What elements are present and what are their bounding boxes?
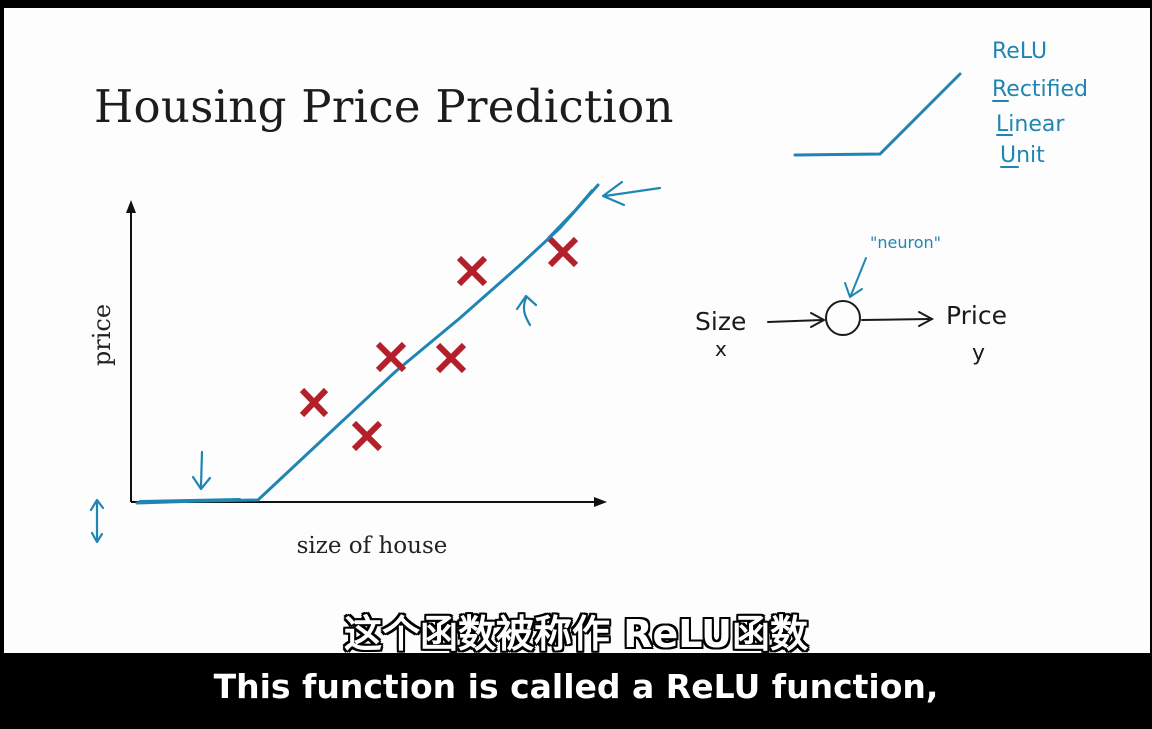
neuron-diagram: "neuron" Size x Price y — [695, 233, 1007, 366]
up-arrow-icon — [515, 294, 538, 327]
output-label: Price — [946, 301, 1007, 330]
updown-arrow-icon — [89, 498, 105, 544]
neuron-label: "neuron" — [870, 233, 941, 252]
relu-fit-line — [135, 183, 600, 505]
y-axis-label: price — [88, 304, 116, 366]
plot-axes — [126, 200, 607, 507]
relu-line-2: Rectified — [992, 77, 1088, 102]
down-arrow-icon — [191, 450, 212, 491]
neuron-pointer-arrow-icon — [844, 257, 867, 299]
relu-line-1: ReLU — [992, 39, 1047, 64]
x-axis-label: size of house — [297, 533, 448, 559]
x-mark-icon — [375, 341, 407, 373]
relu-sketch — [793, 72, 962, 157]
output-var: y — [972, 341, 985, 366]
data-points — [299, 236, 579, 452]
y-axis-arrowhead-icon — [126, 200, 136, 213]
x-mark-icon — [547, 236, 579, 268]
x-axis-arrowhead-icon — [594, 497, 607, 507]
relu-line-3: Linear — [996, 112, 1065, 137]
lecture-slide: Housing Price Prediction — [4, 8, 1150, 653]
relu-line-4: Unit — [1000, 143, 1045, 168]
input-arrow-icon — [767, 312, 827, 328]
input-var: x — [715, 337, 727, 361]
input-label: Size — [695, 307, 746, 336]
x-mark-icon — [299, 387, 329, 418]
neuron-circle-icon — [825, 300, 861, 336]
slide-title: Housing Price Prediction — [94, 80, 674, 133]
x-mark-icon — [435, 342, 467, 374]
output-arrow-icon — [861, 311, 935, 327]
left-arrow-icon — [601, 180, 662, 207]
subtitle-chinese: 这个函数被称作 ReLU函数 — [344, 612, 808, 656]
hand-drawn-arrows — [89, 180, 662, 544]
x-mark-icon — [351, 420, 383, 452]
relu-definition: ReLU Rectified Linear Unit — [992, 39, 1088, 168]
subtitle-english: This function is called a ReLU function, — [213, 667, 939, 706]
x-mark-icon — [456, 255, 488, 287]
